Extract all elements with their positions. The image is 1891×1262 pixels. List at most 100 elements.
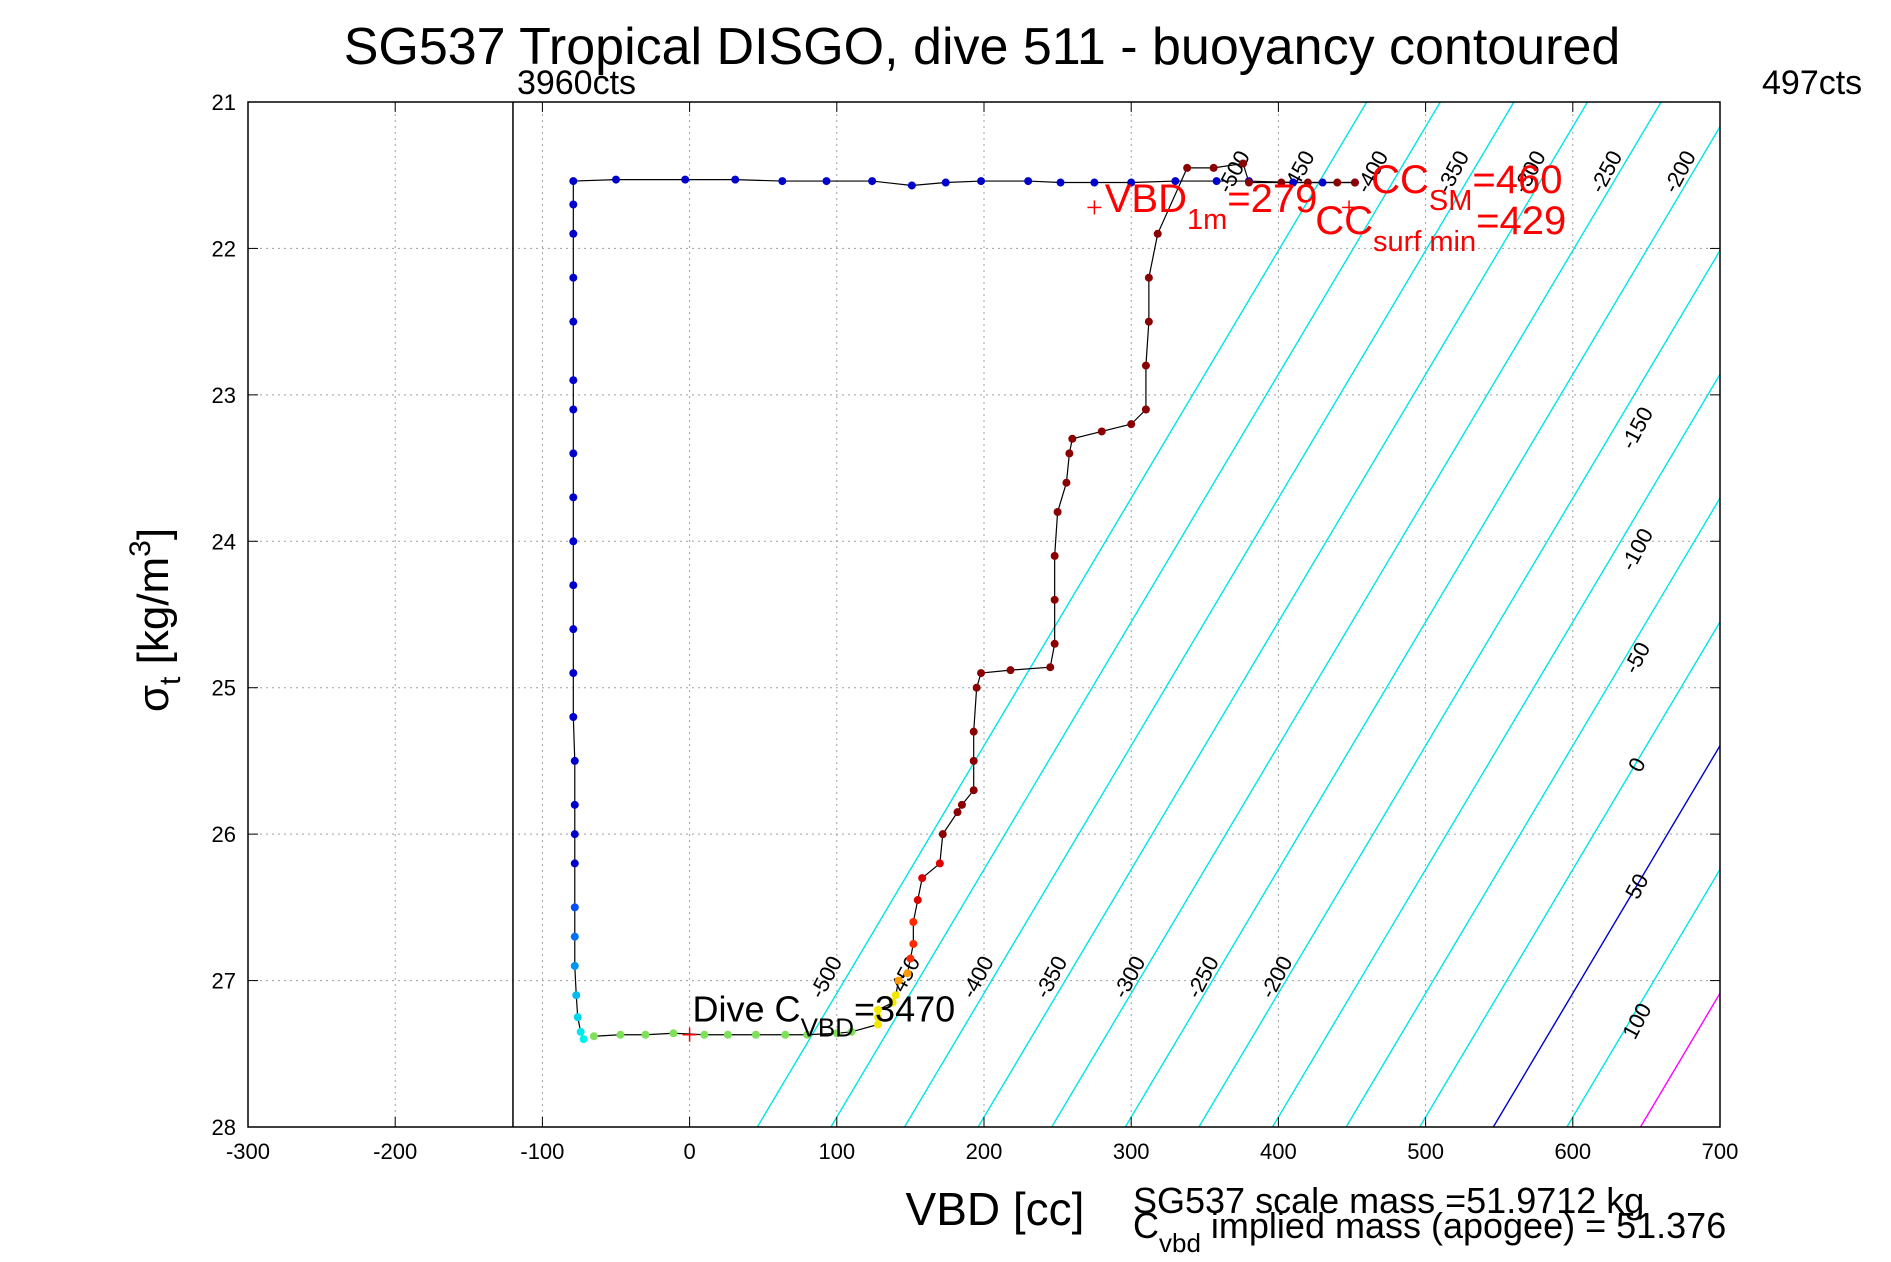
data-point xyxy=(616,1030,625,1039)
y-tick-label: 26 xyxy=(212,822,236,847)
annotation-cc-sm-main: CC xyxy=(1371,158,1429,202)
data-point xyxy=(576,1027,585,1036)
footer-scale-mass: SG537 scale mass =51.9712 kg xyxy=(1133,1180,1644,1221)
data-point xyxy=(907,181,916,190)
y-axis-label-unit: [kg/m xyxy=(129,557,178,677)
contour-label: -150 xyxy=(1615,403,1658,454)
contour-label: 50 xyxy=(1620,870,1654,903)
data-point xyxy=(1183,163,1192,172)
data-point xyxy=(868,177,877,186)
data-point xyxy=(569,405,578,414)
data-point xyxy=(569,713,578,721)
x-tick-label: 400 xyxy=(1260,1139,1297,1164)
annotation-dive-cvbd-tail: =3470 xyxy=(854,989,955,1030)
data-point xyxy=(874,1013,883,1022)
data-point xyxy=(1068,434,1077,443)
contour-label: -250 xyxy=(1585,146,1628,197)
annotation-dive-cvbd-sub: VBD xyxy=(801,1013,854,1043)
data-point xyxy=(941,178,950,187)
data-point xyxy=(612,175,620,184)
annotation-dive-cvbd-main: Dive C xyxy=(693,989,801,1030)
data-point xyxy=(969,756,978,765)
data-point xyxy=(569,177,578,186)
data-point xyxy=(751,1030,760,1039)
data-point xyxy=(681,175,690,184)
contour-line xyxy=(1419,620,1720,1127)
x-tick-label: 500 xyxy=(1407,1139,1444,1164)
contour-line xyxy=(1198,249,1720,1127)
y-axis-label-sub: t xyxy=(154,676,187,685)
contour-line xyxy=(830,102,1441,1127)
data-point xyxy=(874,1005,883,1014)
data-point xyxy=(569,537,578,546)
x-tick-label: -300 xyxy=(226,1139,270,1164)
data-point xyxy=(570,903,579,912)
annotation-cc-sm-sub: SM xyxy=(1429,185,1473,217)
data-point xyxy=(1153,229,1162,238)
contour-label: 100 xyxy=(1617,999,1656,1043)
annotation-cc-surf-min: CCsurf min=429 xyxy=(1315,199,1566,258)
annotation-cc-surf-min-main: CC xyxy=(1315,199,1373,243)
annotation-cc-surf-min-sub: surf min xyxy=(1373,226,1476,258)
data-point xyxy=(969,786,978,795)
data-point xyxy=(1171,177,1180,186)
annotation-vbd-1m: VBD1m=279 xyxy=(1105,177,1318,236)
data-point xyxy=(1318,178,1327,187)
data-point xyxy=(570,800,579,809)
data-point xyxy=(1239,159,1248,168)
data-point xyxy=(569,449,578,458)
y-tick-label: 24 xyxy=(212,529,236,554)
data-point xyxy=(969,727,978,736)
data-point xyxy=(579,1035,588,1044)
contour-line xyxy=(1051,102,1662,1127)
y-tick-label: 23 xyxy=(212,383,236,408)
plot-area: -500 -450 -400 -350 -300 -250 -200-500 -450 -400… xyxy=(212,64,1863,1164)
data-point xyxy=(569,493,578,502)
annotation-cc-sm-tail: =460 xyxy=(1472,158,1562,202)
data-point xyxy=(570,756,579,765)
data-point xyxy=(1350,178,1359,187)
data-point xyxy=(1144,317,1153,326)
footer-cvbd-tail: implied mass (apogee) = 51.376 xyxy=(1201,1205,1726,1246)
data-point xyxy=(570,932,579,941)
data-point xyxy=(874,1020,883,1029)
data-point xyxy=(1090,178,1099,187)
data-point xyxy=(1127,420,1136,429)
y-axis-label-close: ] xyxy=(129,528,178,540)
annotation-vbd-1m-tail: =279 xyxy=(1227,177,1317,221)
contour-label: -500 xyxy=(804,952,847,1003)
data-point xyxy=(909,939,918,948)
data-point xyxy=(569,229,578,238)
chart-title: SG537 Tropical DISGO, dive 511 - buoyanc… xyxy=(344,18,1621,76)
x-tick-label: 0 xyxy=(683,1139,695,1164)
y-tick-label: 21 xyxy=(212,90,236,115)
data-point xyxy=(570,961,579,970)
contour-line xyxy=(1639,991,1720,1127)
data-point xyxy=(1024,177,1033,186)
y-tick-label: 25 xyxy=(212,676,236,701)
trace-line-dive xyxy=(593,162,1355,1037)
data-point xyxy=(918,874,927,883)
data-point xyxy=(781,1030,790,1039)
data-point xyxy=(894,976,903,985)
contour-label: -250 xyxy=(1181,952,1224,1003)
data-point xyxy=(1127,178,1136,187)
data-point xyxy=(641,1030,650,1039)
data-point xyxy=(569,200,578,209)
annotation-cc-surf-min-tail: =429 xyxy=(1476,199,1566,243)
data-point xyxy=(1209,163,1218,172)
trace-line-climb xyxy=(572,179,1355,1040)
data-point xyxy=(570,859,579,868)
annotation-vbd-1m-main: VBD xyxy=(1105,177,1187,221)
vline-label: 3960cts xyxy=(517,64,636,102)
data-point xyxy=(938,830,947,839)
x-tick-label: 600 xyxy=(1554,1139,1591,1164)
data-point xyxy=(957,800,966,809)
contour-line xyxy=(1271,372,1720,1127)
y-axis-label: σt [kg/m3] xyxy=(124,528,187,712)
y-tick-label: 22 xyxy=(212,236,236,261)
data-point xyxy=(569,581,578,590)
data-point xyxy=(1053,508,1062,516)
footer-cvbd-mass: Cvbd implied mass (apogee) = 51.376 xyxy=(1133,1205,1726,1258)
data-point xyxy=(903,969,912,978)
